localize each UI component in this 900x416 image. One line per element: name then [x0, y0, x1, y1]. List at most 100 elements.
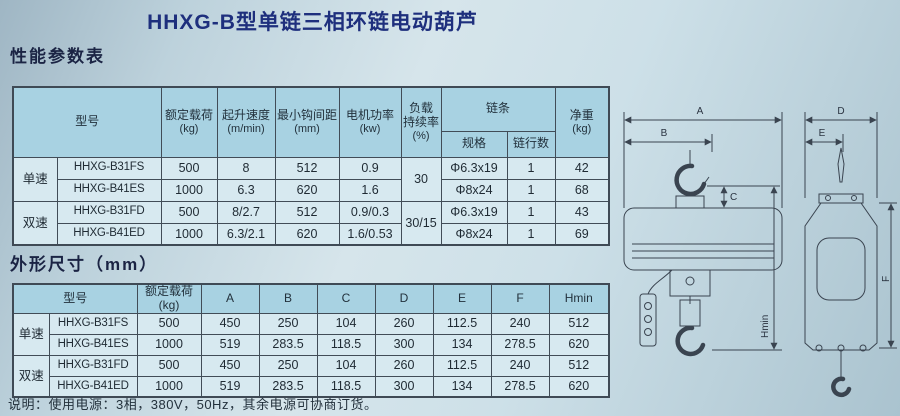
cell-dim-hmin: 512	[548, 312, 610, 335]
cell-dim-c: 118.5	[316, 375, 376, 398]
header-unit: (%)	[412, 129, 430, 142]
cell-chain-falls: 1	[506, 178, 556, 202]
cell-dim-b: 250	[258, 354, 318, 377]
cell-dim-e: 134	[432, 333, 492, 356]
cell-model: HHXG-B31FD	[48, 354, 138, 377]
cell-model: HHXG-B31FS	[56, 156, 162, 180]
perf-header-rated-load: 额定载荷 (kg)	[160, 86, 218, 158]
cell-dim-hmin: 620	[548, 375, 610, 398]
header-label: 负载	[409, 101, 434, 116]
pendant-control	[639, 293, 657, 347]
perf-header-model: 型号	[12, 86, 162, 158]
dim-label-d: D	[837, 106, 844, 117]
dim-header-model: 型号	[12, 283, 138, 314]
cell-dim-f: 240	[490, 312, 550, 335]
header-unit: (kg)	[179, 122, 199, 135]
header-label: 净重	[569, 108, 594, 123]
cell-speed-type: 单速	[12, 312, 50, 356]
table-row: HHXG-B41ES 1000 519 283.5 118.5 300 134 …	[13, 333, 610, 356]
cell-dim-a: 450	[200, 354, 260, 377]
header-unit: (m/min)	[227, 122, 265, 135]
cell-dim-e: 112.5	[432, 354, 492, 377]
cell-dim-hmin: 620	[548, 333, 610, 356]
cell-lift-speed: 8	[216, 156, 276, 180]
cell-dim-c: 104	[316, 312, 376, 335]
cell-min-hook: 620	[274, 222, 340, 246]
perf-header-chain: 链条	[440, 86, 556, 132]
dim-label-a: A	[697, 106, 704, 117]
cell-rated-load: 500	[160, 200, 218, 224]
chain-guide	[669, 269, 711, 297]
cell-dim-f: 278.5	[490, 375, 550, 398]
perf-header-min-hook: 最小钩间距 (mm)	[274, 86, 340, 158]
cell-min-hook: 512	[274, 156, 340, 180]
dim-label-hmin: Hmin	[760, 315, 771, 338]
cell-model: HHXG-B31FS	[48, 312, 138, 335]
cell-dim-e: 134	[432, 375, 492, 398]
perf-section-title: 性能参数表	[10, 47, 105, 66]
perf-header-net-weight: 净重 (kg)	[554, 86, 610, 158]
table-row: 双速 HHXG-B31FD 500 450 250 104 260 112.5 …	[12, 354, 610, 398]
cell-net-weight: 68	[554, 178, 610, 202]
cell-net-weight: 43	[554, 200, 610, 224]
header-label: 电机功率	[346, 108, 395, 123]
power-supply-note: 说明：使用电源：3相，380V，50Hz，其余电源可协商订货。	[8, 397, 378, 412]
table-row: 双速 HHXG-B31FD 500 8/2.7 512 0.9/0.3 30/1…	[12, 200, 610, 246]
table-row: 单速 HHXG-B31FS 500 8 512 0.9 30 Φ6.3x19 1…	[12, 156, 610, 202]
cell-motor-power: 1.6	[338, 178, 402, 202]
cell-dim-a: 519	[200, 333, 260, 356]
table-row: HHXG-B41ED 1000 519 283.5 118.5 300 134 …	[13, 375, 610, 398]
dim-label-b: B	[661, 128, 668, 139]
perf-header-lift-speed: 起升速度 (m/min)	[216, 86, 276, 158]
header-unit: (kg)	[572, 122, 592, 135]
cell-model: HHXG-B31FD	[56, 200, 162, 224]
table-row: HHXG-B41ES 1000 6.3 620 1.6 Φ8x24 1 68	[13, 178, 610, 202]
perf-header-duty-cycle: 负载 持续率 (%)	[400, 86, 442, 158]
dim-header-c: C	[316, 283, 376, 314]
table-row: 单速 HHXG-B31FS 500 450 250 104 260 112.5 …	[12, 312, 610, 356]
perf-header-motor-power: 电机功率 (kw)	[338, 86, 402, 158]
perf-header-row-1: 型号 额定载荷 (kg) 起升速度 (m/min) 最小钩间距 (mm) 电机功…	[12, 86, 610, 158]
hoist-front-view-diagram: A B C Hmin	[612, 98, 792, 410]
cell-net-weight: 69	[554, 222, 610, 246]
top-hook-icon	[674, 163, 707, 197]
cell-chain-spec: Φ8x24	[440, 222, 508, 246]
cell-chain-spec: Φ8x24	[440, 178, 508, 202]
dim-header-d: D	[374, 283, 434, 314]
cell-model: HHXG-B41ED	[48, 375, 138, 398]
hoist-side-view-diagram: D E F	[795, 98, 900, 410]
perf-table: 型号 额定载荷 (kg) 起升速度 (m/min) 最小钩间距 (mm) 电机功…	[12, 86, 611, 246]
cell-speed-type: 单速	[12, 156, 58, 202]
dim-header-a: A	[200, 283, 260, 314]
cell-chain-falls: 1	[506, 222, 556, 246]
cell-motor-power: 0.9/0.3	[338, 200, 402, 224]
dim-header-hmin: Hmin	[548, 283, 610, 314]
header-label: 额定载荷	[165, 108, 214, 123]
dim-section-title: 外形尺寸（mm）	[10, 255, 159, 274]
header-label: 持续率	[403, 114, 440, 129]
cell-chain-falls: 1	[506, 156, 556, 180]
cell-dim-e: 112.5	[432, 312, 492, 335]
dim-header-f: F	[490, 283, 550, 314]
dimensions-table: 型号 额定载荷(kg) A B C D E F Hmin 单速 HHXG-B31…	[12, 283, 611, 399]
dim-label-c: C	[730, 192, 737, 203]
bottom-hook-icon	[831, 376, 852, 397]
cell-dim-c: 104	[316, 354, 376, 377]
dim-header-e: E	[432, 283, 492, 314]
header-unit: (kw)	[359, 122, 381, 135]
cell-chain-spec: Φ6.3x19	[440, 200, 508, 224]
hoist-body	[804, 202, 878, 351]
cell-dim-a: 519	[200, 375, 260, 398]
header-unit: (mm)	[294, 122, 320, 135]
cell-rated-load: 1000	[160, 222, 218, 246]
cell-dim-b: 250	[258, 312, 318, 335]
header-label: 起升速度	[222, 108, 271, 123]
cell-motor-power: 0.9	[338, 156, 402, 180]
cell-rated-load: 500	[160, 156, 218, 180]
header-label: 最小钩间距	[277, 108, 338, 123]
cell-speed-type: 双速	[12, 354, 50, 398]
dim-header-row: 型号 额定载荷(kg) A B C D E F Hmin	[12, 283, 610, 314]
bottom-hook-icon	[675, 325, 706, 357]
cell-lift-speed: 8/2.7	[216, 200, 276, 224]
